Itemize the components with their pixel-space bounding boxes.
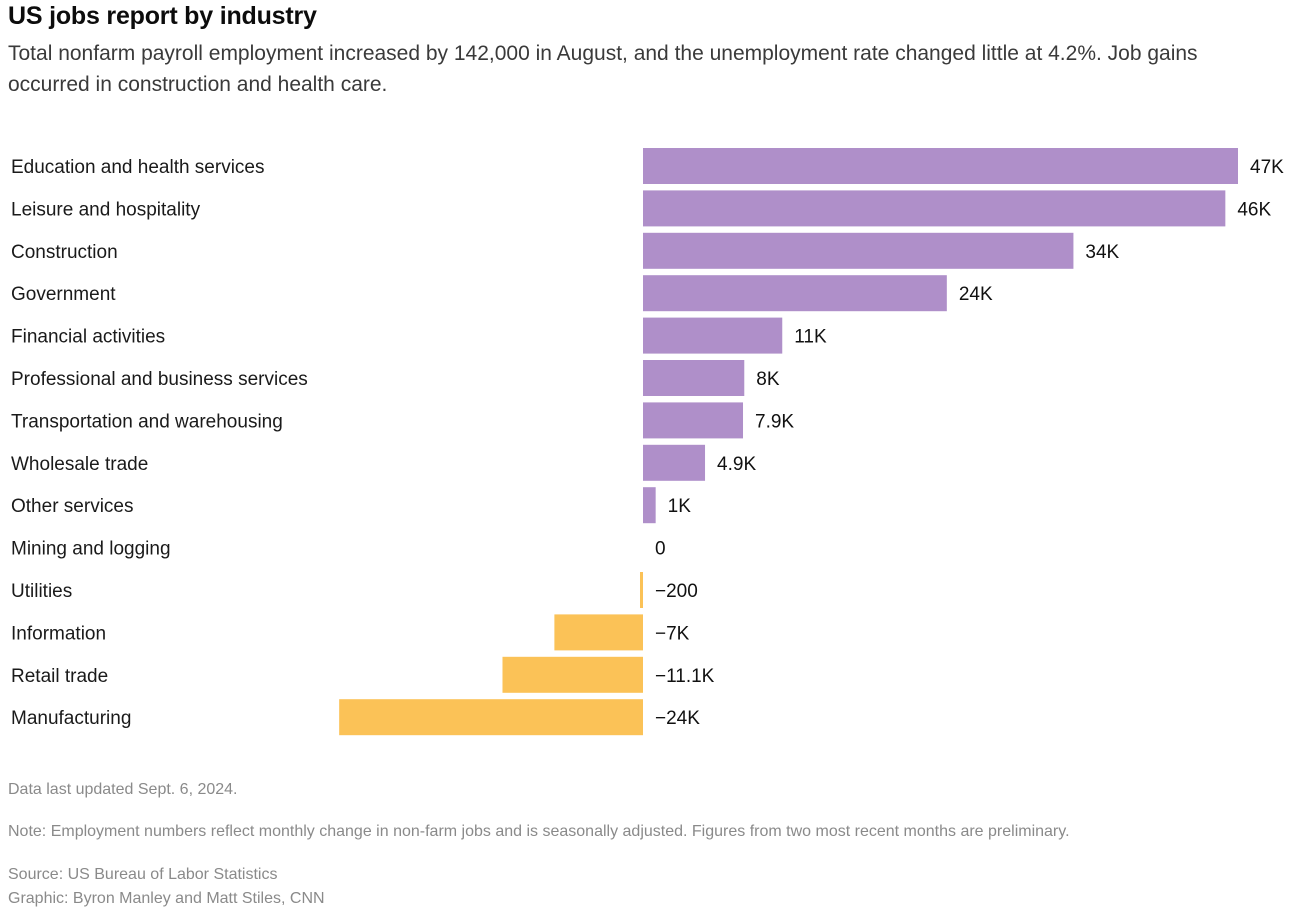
value-label: −11.1K bbox=[655, 666, 715, 687]
data-updated-note: Data last updated Sept. 6, 2024. bbox=[8, 781, 238, 798]
value-label: 47K bbox=[1250, 157, 1284, 178]
bar bbox=[643, 275, 947, 312]
bar bbox=[643, 232, 1074, 269]
chart-subtitle: Total nonfarm payroll employment increas… bbox=[8, 42, 1198, 96]
bar bbox=[339, 699, 643, 736]
chart-title: US jobs report by industry bbox=[8, 2, 317, 30]
category-label: Professional and business services bbox=[11, 369, 308, 390]
value-label: 7.9K bbox=[755, 411, 794, 432]
value-label: −200 bbox=[655, 581, 698, 602]
bar bbox=[640, 572, 643, 608]
value-label: 8K bbox=[756, 369, 780, 390]
bar bbox=[643, 444, 706, 481]
category-label: Education and health services bbox=[11, 157, 265, 178]
value-label: 0 bbox=[655, 539, 666, 560]
category-label: Manufacturing bbox=[11, 708, 131, 729]
category-label: Retail trade bbox=[11, 666, 108, 687]
value-label: −7K bbox=[655, 623, 690, 644]
bar-chart: Education and health services 47K Leisure … bbox=[11, 148, 1284, 736]
source-credit: Source: US Bureau of Labor Statistics bbox=[8, 866, 278, 883]
bar bbox=[643, 148, 1238, 184]
category-label: Utilities bbox=[11, 581, 72, 602]
value-label: 34K bbox=[1085, 242, 1119, 263]
category-label: Transportation and warehousing bbox=[11, 411, 283, 432]
value-label: 1K bbox=[668, 496, 692, 517]
category-label: Leisure and hospitality bbox=[11, 199, 201, 220]
methodology-note: Note: Employment numbers reflect monthly… bbox=[8, 823, 1070, 840]
value-label: −24K bbox=[655, 708, 700, 729]
bar bbox=[643, 402, 744, 439]
value-label: 11K bbox=[794, 327, 827, 348]
category-label: Other services bbox=[11, 496, 133, 517]
graphic-credit: Graphic: Byron Manley and Matt Stiles, C… bbox=[8, 890, 325, 907]
value-label: 46K bbox=[1237, 199, 1271, 220]
category-label: Mining and logging bbox=[11, 539, 171, 560]
category-label: Wholesale trade bbox=[11, 454, 148, 475]
value-label: 24K bbox=[959, 284, 993, 305]
bar bbox=[643, 360, 745, 396]
bar bbox=[554, 614, 643, 651]
bar bbox=[643, 317, 783, 354]
category-label: Information bbox=[11, 623, 106, 644]
value-label: 4.9K bbox=[717, 454, 756, 475]
category-label: Construction bbox=[11, 242, 118, 263]
bar bbox=[643, 190, 1226, 227]
category-label: Financial activities bbox=[11, 327, 165, 348]
bar bbox=[502, 656, 643, 693]
category-label: Government bbox=[11, 284, 116, 305]
bar bbox=[643, 487, 656, 524]
